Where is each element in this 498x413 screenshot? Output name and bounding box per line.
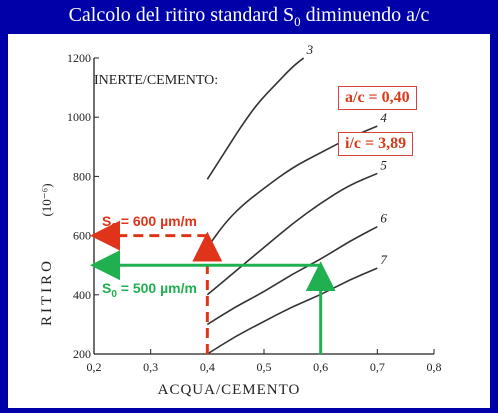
y-tick-label: 600 [73,229,91,243]
ac-ratio-box: a/c = 0,40 [338,86,417,110]
s0-500-sub: 0 [111,288,117,300]
curve-label-4: 4 [380,110,387,125]
curve-series-3 [206,57,305,180]
y-tick-label: 200 [73,347,91,361]
s0-600-sub: 0 [111,221,117,233]
x-tick-label: 0,4 [200,360,215,374]
x-tick-label: 0,5 [257,360,272,374]
x-tick-label: 0,3 [143,360,158,374]
y-tick-label: 800 [73,169,91,183]
title-suffix: diminuendo a/c [300,4,430,26]
y-axis-unit: (10⁻⁶) [39,183,54,216]
s0-500-label: S0 = 500 µm/m [102,280,197,300]
ic-ratio-box: i/c = 3,89 [338,132,414,156]
s0-600-value: = 600 µm/m [116,213,197,229]
y-tick-label: 1200 [67,51,91,65]
y-axis-label: RITIRO [39,258,55,326]
curve-series-6 [206,226,378,326]
s0-500-prefix: S [102,280,112,296]
curve-label-5: 5 [380,157,387,172]
curve-label-6: 6 [380,211,387,226]
y-tick-label: 400 [73,288,91,302]
x-tick-label: 0,6 [313,360,328,374]
s0-600-label: S0 = 600 µm/m [102,213,197,233]
curve-label-7: 7 [380,252,387,267]
s0-600-prefix: S [102,213,112,229]
s0-500-value: = 500 µm/m [116,280,197,296]
y-tick-label: 1000 [67,110,91,124]
curve-label-3: 3 [306,42,314,57]
curve-series-7 [206,267,378,355]
x-tick-label: 0,2 [87,360,102,374]
x-axis-label: ACQUA/CEMENTO [158,382,301,398]
curve-series-5 [206,172,378,296]
x-tick-label: 0,7 [370,360,385,374]
title-subscript: 0 [294,14,301,29]
chart-panel: 0,2 0,3 0,4 0,5 0,6 0,7 0,8 200 400 600 800 1000 120… [8,34,490,408]
x-tick-label: 0,8 [427,360,442,374]
title-prefix: Calcolo del ritiro standard S [68,4,295,26]
slide-title: Calcolo del ritiro standard S0 diminuend… [0,4,498,30]
legend-title: INERTE/CEMENTO: [94,73,218,88]
shrinkage-chart: 0,2 0,3 0,4 0,5 0,6 0,7 0,82004006008001000120… [39,42,442,398]
